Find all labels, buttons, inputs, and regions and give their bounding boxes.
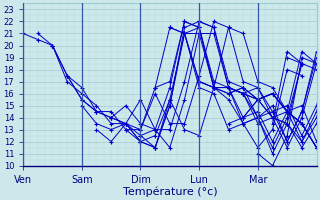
- X-axis label: Température (°c): Température (°c): [123, 186, 217, 197]
